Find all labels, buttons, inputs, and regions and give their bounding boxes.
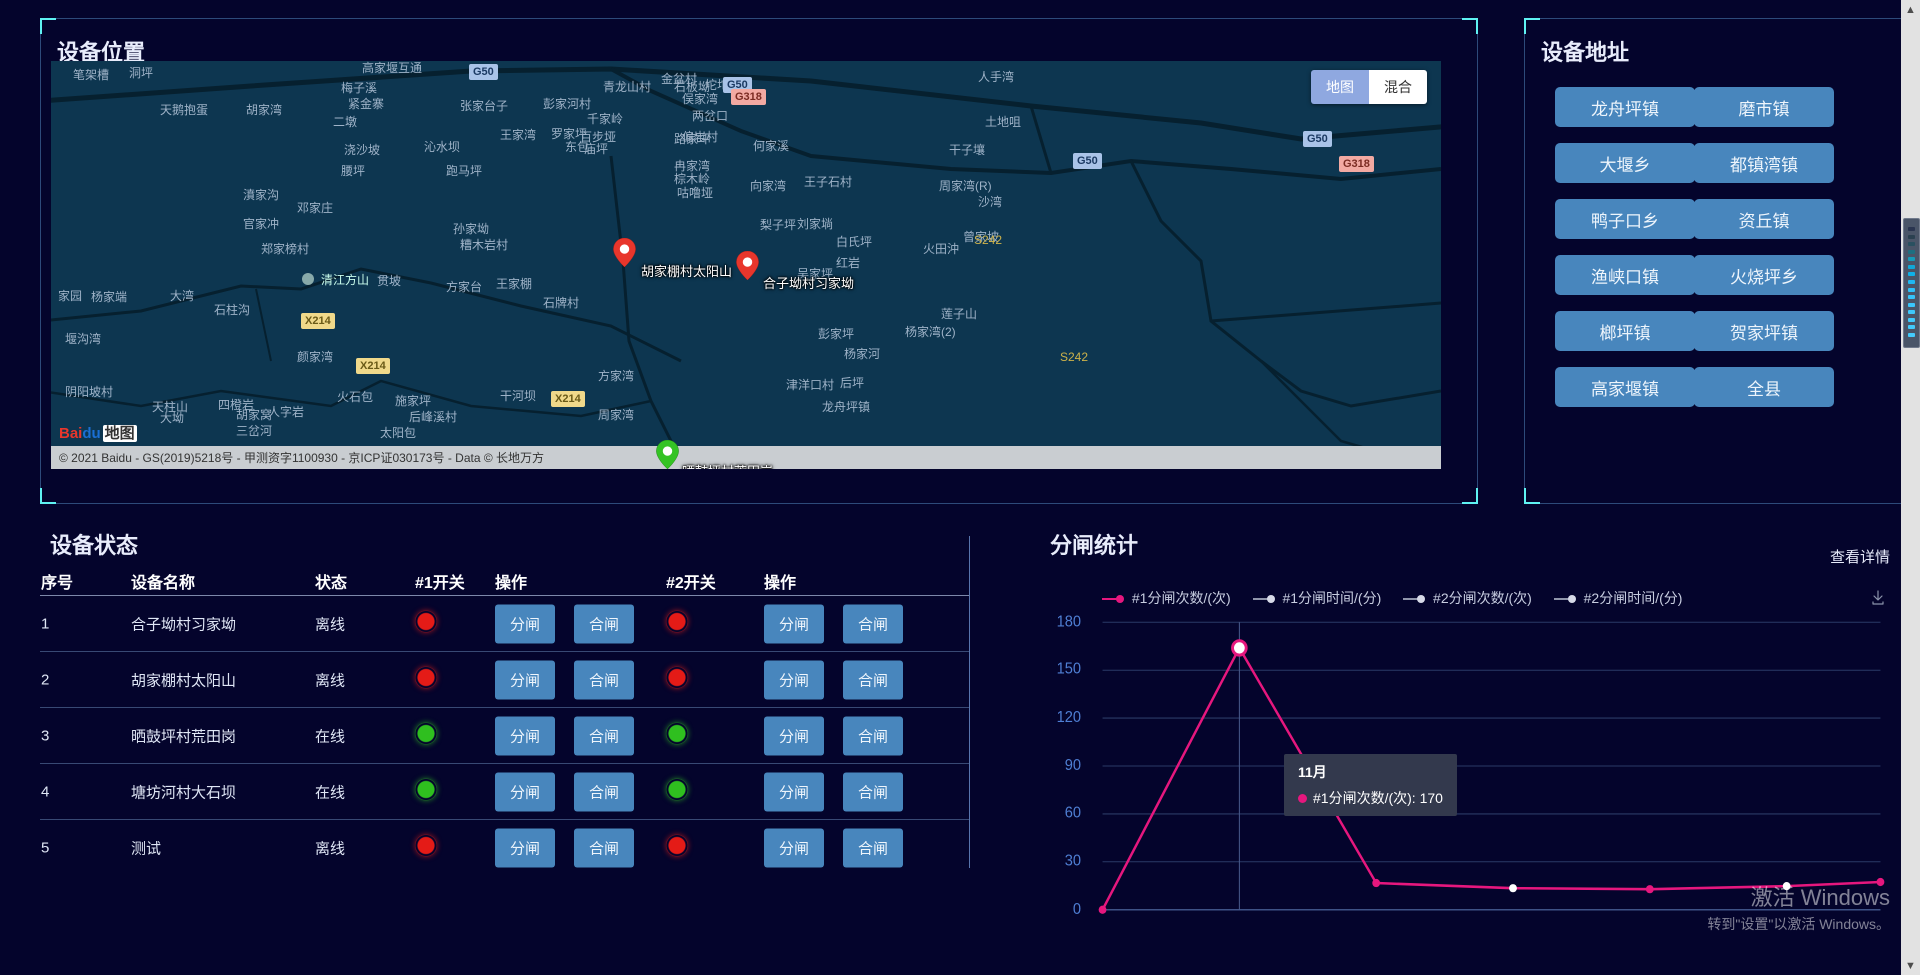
svg-text:笔架槽: 笔架槽 (73, 67, 109, 82)
svg-text:浇沙坡: 浇沙坡 (344, 143, 380, 157)
svg-text:千家岭: 千家岭 (587, 111, 623, 126)
svg-text:紧金寨: 紧金寨 (348, 96, 384, 111)
svg-text:刘家埫: 刘家埫 (797, 216, 833, 231)
svg-text:孙家坳: 孙家坳 (453, 221, 489, 236)
svg-text:阴阳坡村: 阴阳坡村 (65, 385, 113, 399)
svg-text:后峰溪村: 后峰溪村 (409, 410, 457, 424)
svg-text:大湾: 大湾 (170, 288, 194, 303)
svg-text:天鹅抱蛋: 天鹅抱蛋 (160, 102, 208, 117)
svg-text:人手湾: 人手湾 (978, 69, 1014, 84)
svg-text:洞坪: 洞坪 (129, 66, 153, 80)
svg-text:俣家湾: 俣家湾 (682, 91, 718, 106)
svg-text:土地咀: 土地咀 (985, 115, 1021, 129)
svg-text:濆家沟: 濆家沟 (243, 187, 279, 202)
svg-text:贯坡: 贯坡 (377, 274, 401, 288)
svg-text:邓家庄: 邓家庄 (297, 200, 333, 215)
svg-text:方家台: 方家台 (446, 279, 482, 294)
svg-text:棕木岭: 棕木岭 (674, 171, 710, 186)
svg-text:石柱沟: 石柱沟 (214, 302, 250, 317)
svg-text:S242: S242 (1060, 350, 1088, 364)
svg-text:干河坝: 干河坝 (500, 389, 536, 403)
svg-text:王子石村: 王子石村 (804, 175, 852, 189)
svg-text:大坳: 大坳 (160, 411, 184, 425)
svg-text:颜家湾: 颜家湾 (297, 349, 333, 364)
svg-text:胡家湾: 胡家湾 (246, 102, 282, 117)
svg-text:白氏坪: 白氏坪 (836, 234, 872, 249)
svg-text:180: 180 (1057, 613, 1081, 630)
svg-text:津洋口村: 津洋口村 (786, 377, 834, 392)
svg-text:张家台子: 张家台子 (460, 98, 508, 113)
svg-text:梨子坪: 梨子坪 (760, 218, 796, 232)
svg-text:120: 120 (1057, 709, 1081, 726)
svg-text:火田沖: 火田沖 (923, 242, 959, 256)
svg-text:咕噜垭: 咕噜垭 (677, 185, 713, 200)
svg-text:何家溪: 何家溪 (753, 138, 789, 153)
svg-text:彭家坪: 彭家坪 (818, 326, 854, 341)
svg-text:0: 0 (1073, 901, 1081, 918)
svg-text:梅子溪: 梅子溪 (341, 80, 377, 95)
svg-text:路家坪: 路家坪 (674, 131, 710, 146)
svg-text:官家冲: 官家冲 (243, 216, 279, 231)
svg-text:周家湾(R): 周家湾(R) (939, 178, 992, 193)
svg-text:周家湾: 周家湾 (598, 407, 634, 422)
svg-text:方家湾: 方家湾 (598, 368, 634, 383)
svg-text:干子壤: 干子壤 (949, 142, 985, 157)
svg-text:90: 90 (1065, 757, 1081, 774)
svg-text:高家堰互通: 高家堰互通 (362, 61, 422, 75)
svg-text:S242: S242 (974, 233, 1002, 247)
svg-text:30: 30 (1065, 852, 1081, 869)
svg-text:三岔河: 三岔河 (236, 424, 272, 438)
svg-text:莲子山: 莲子山 (941, 307, 977, 321)
svg-text:堰沟湾: 堰沟湾 (65, 331, 101, 346)
svg-text:后坪: 后坪 (840, 376, 864, 390)
svg-text:彭家河村: 彭家河村 (543, 96, 591, 111)
svg-text:糟木岩村: 糟木岩村 (460, 237, 508, 252)
svg-text:杨家湾(2): 杨家湾(2) (905, 324, 956, 339)
svg-text:太阳包: 太阳包 (380, 425, 416, 440)
svg-text:胡家窝: 胡家窝 (236, 407, 272, 422)
svg-text:跑马坪: 跑马坪 (446, 164, 482, 178)
svg-text:家园: 家园 (58, 288, 82, 303)
svg-text:青龙山村: 青龙山村 (603, 80, 651, 94)
svg-text:石牌村: 石牌村 (543, 296, 579, 310)
svg-text:沁水坝: 沁水坝 (424, 140, 460, 154)
svg-text:龙舟坪镇: 龙舟坪镇 (822, 400, 870, 414)
svg-text:人字岩: 人字岩 (268, 404, 304, 419)
svg-text:腰坪: 腰坪 (341, 164, 365, 178)
svg-text:郑家榜村: 郑家榜村 (261, 241, 309, 256)
svg-text:二墩: 二墩 (333, 115, 357, 129)
svg-text:杨家河: 杨家河 (844, 346, 880, 361)
svg-text:庙坪: 庙坪 (584, 142, 608, 156)
svg-text:向家湾: 向家湾 (750, 178, 786, 193)
svg-text:两岔口: 两岔口 (692, 109, 728, 123)
svg-text:沙湾: 沙湾 (978, 194, 1002, 209)
svg-text:杨家端: 杨家端 (91, 289, 127, 304)
svg-text:150: 150 (1057, 660, 1081, 677)
svg-text:红岩: 红岩 (836, 255, 860, 270)
svg-text:60: 60 (1065, 804, 1081, 821)
svg-text:清江方山: 清江方山 (321, 272, 369, 287)
svg-text:施家坪: 施家坪 (395, 393, 431, 408)
svg-text:火石包: 火石包 (337, 390, 373, 404)
svg-text:冉家湾: 冉家湾 (674, 158, 710, 173)
svg-text:王家棚: 王家棚 (496, 276, 532, 291)
svg-text:王家湾: 王家湾 (500, 127, 536, 142)
